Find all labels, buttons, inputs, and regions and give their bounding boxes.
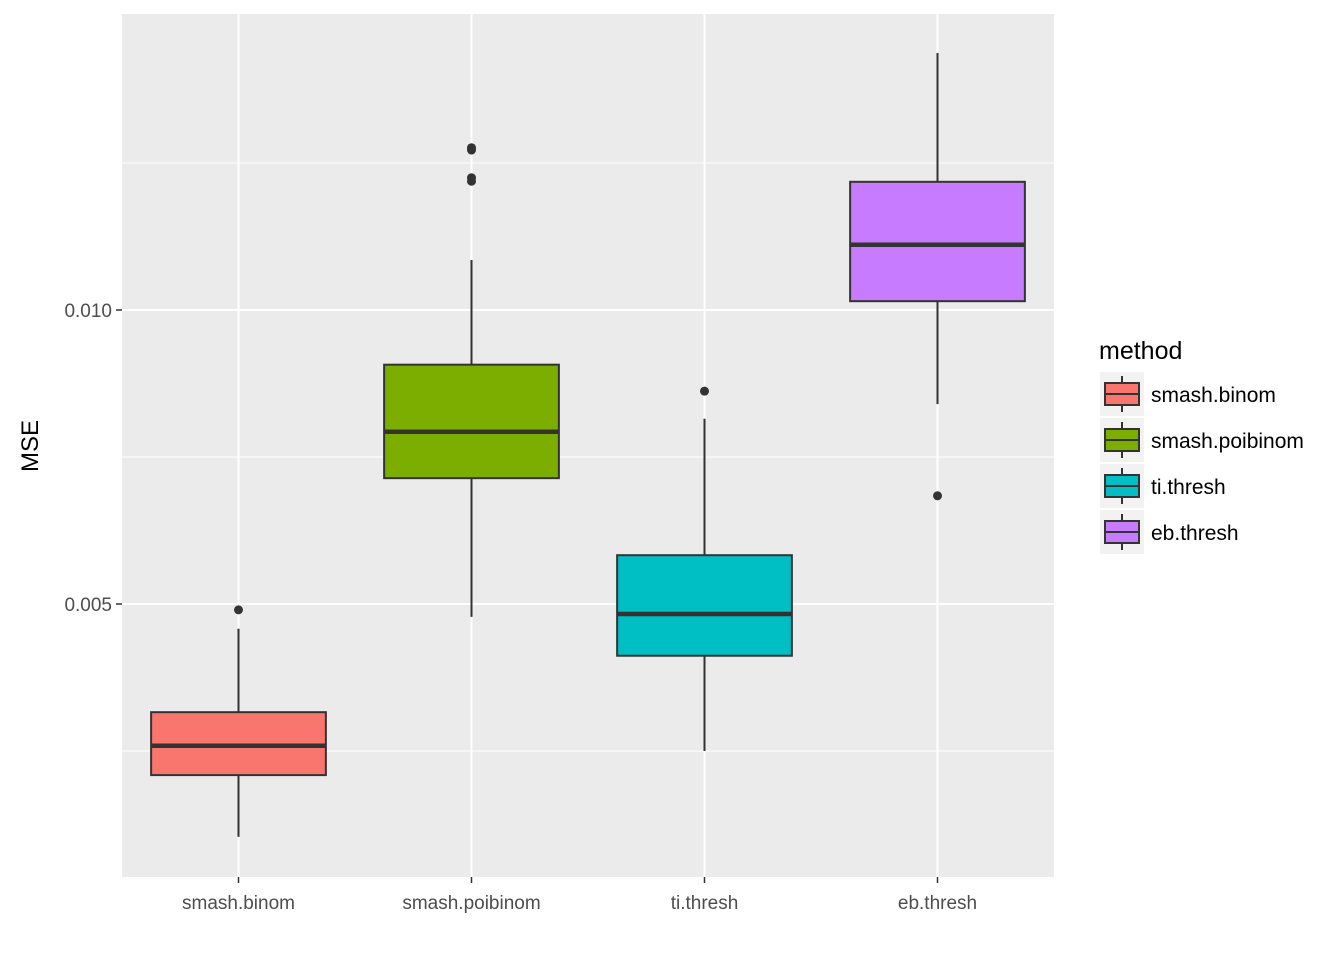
y-axis-title: MSE (17, 420, 44, 472)
outlier-point (467, 143, 476, 153)
x-tick-label: eb.thresh (898, 893, 977, 914)
boxes (150, 53, 1026, 837)
legend-title: method (1099, 337, 1182, 365)
legend-entry: smash.poibinom (1100, 418, 1304, 462)
box-iqr (616, 554, 793, 657)
legend-label: ti.thresh (1151, 476, 1226, 499)
x-tick-label: smash.poibinom (402, 893, 540, 914)
outlier-point (234, 605, 243, 615)
legend-entry: ti.thresh (1100, 464, 1226, 508)
x-tick-label: smash.binom (182, 893, 295, 914)
legend-entry: smash.binom (1100, 372, 1276, 416)
box-smash-poibinom (383, 143, 560, 617)
box-smash-binom (150, 605, 327, 837)
y-axis: 0.005 0.010 (64, 301, 122, 616)
x-tick-label: ti.thresh (671, 893, 739, 914)
legend: method smash.binom smash.poibinom ti.thres… (1099, 337, 1304, 554)
outlier-point (700, 386, 709, 396)
box-iqr (849, 180, 1026, 303)
y-tick-label: 0.010 (64, 301, 112, 322)
box-iqr (383, 363, 560, 480)
outlier-point (933, 491, 942, 501)
legend-entry: eb.thresh (1100, 510, 1239, 554)
y-tick-label: 0.005 (64, 595, 112, 616)
box-eb-thresh (849, 53, 1026, 501)
legend-label: smash.poibinom (1151, 430, 1304, 453)
box-ti-thresh (616, 386, 793, 751)
outlier-point (467, 173, 476, 183)
x-axis: smash.binom smash.poibinom ti.thresh eb.thr… (182, 877, 977, 914)
legend-label: smash.binom (1151, 384, 1276, 407)
legend-label: eb.thresh (1151, 522, 1239, 545)
